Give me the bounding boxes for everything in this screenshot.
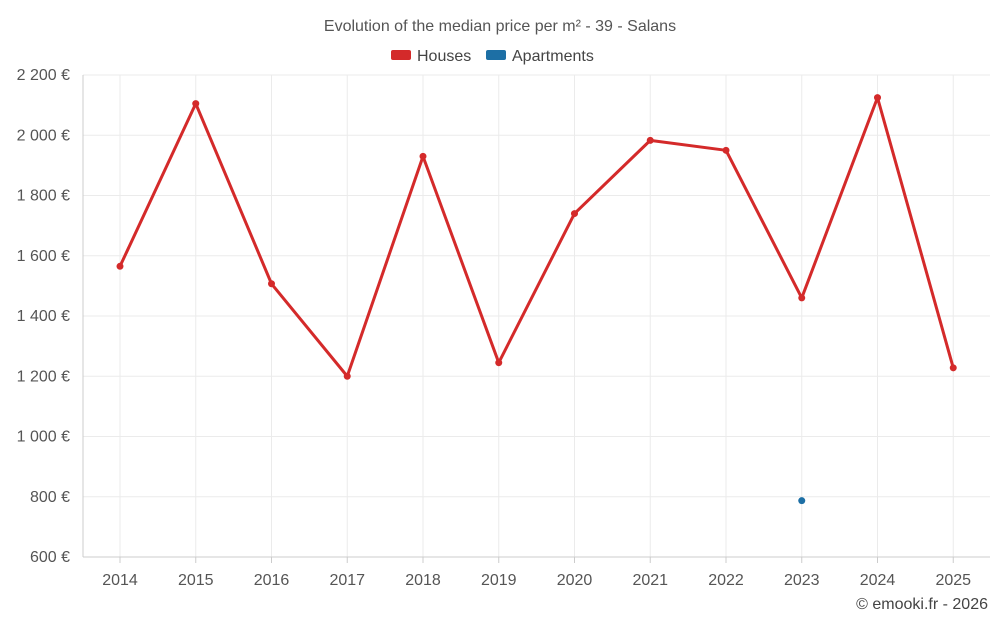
x-tick-label: 2021 (632, 572, 668, 589)
x-tick-label: 2016 (254, 572, 290, 589)
x-tick-label: 2015 (178, 572, 214, 589)
x-tick-label: 2017 (329, 572, 365, 589)
houses-data-point[interactable] (571, 210, 578, 218)
series-layer (116, 94, 957, 505)
x-tick-label: 2014 (102, 572, 138, 589)
houses-data-point[interactable] (646, 136, 654, 144)
y-tick-label: 2 000 € (17, 127, 70, 144)
y-tick-label: 1 200 € (17, 368, 70, 385)
y-tick-label: 1 600 € (17, 248, 70, 265)
x-tick-label: 2019 (481, 572, 517, 589)
y-tick-label: 2 200 € (17, 67, 70, 84)
apartments-data-point[interactable] (798, 497, 806, 505)
x-tick-label: 2022 (708, 572, 744, 589)
apartments-legend-label[interactable]: Apartments (512, 48, 594, 65)
x-tick-label: 2023 (784, 572, 820, 589)
y-tick-label: 800 € (30, 489, 70, 506)
chart-title: Evolution of the median price per m² - 3… (324, 18, 676, 35)
houses-data-point[interactable] (192, 100, 200, 108)
y-tick-label: 600 € (30, 549, 70, 566)
copyright-text: © emooki.fr - 2026 (856, 596, 988, 613)
houses-legend-label[interactable]: Houses (417, 48, 471, 65)
houses-data-point[interactable] (874, 94, 881, 102)
y-tick-label: 1 800 € (17, 188, 70, 205)
houses-data-point[interactable] (949, 364, 957, 372)
apartments-legend-swatch[interactable] (486, 50, 506, 60)
houses-data-point[interactable] (495, 359, 503, 367)
houses-data-point[interactable] (116, 262, 124, 270)
y-tick-label: 1 000 € (17, 429, 70, 446)
legend: Houses Apartments (391, 48, 594, 65)
houses-data-point[interactable] (343, 372, 351, 380)
houses-data-point[interactable] (798, 294, 806, 302)
x-tick-label: 2018 (405, 572, 441, 589)
houses-legend-swatch[interactable] (391, 50, 411, 60)
axes: 600 € 800 € 1 000 € 1 200 € 1 400 € 1 600 € 1 … (17, 67, 990, 589)
x-tick-label: 2024 (860, 572, 896, 589)
houses-data-point[interactable] (268, 280, 275, 288)
houses-data-point[interactable] (722, 146, 730, 154)
x-tick-label: 2020 (557, 572, 593, 589)
grid (83, 74, 990, 558)
y-tick-label: 1 400 € (17, 308, 70, 325)
houses-series-line (118, 96, 955, 378)
houses-data-point[interactable] (419, 152, 427, 160)
x-tick-label: 2025 (935, 572, 971, 589)
